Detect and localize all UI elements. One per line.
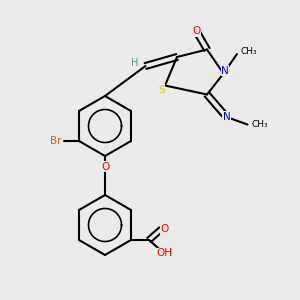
Text: H: H — [131, 58, 139, 68]
Text: OH: OH — [157, 248, 172, 259]
Text: S: S — [158, 85, 165, 95]
Text: Br: Br — [50, 136, 62, 146]
Text: CH₃: CH₃ — [252, 120, 268, 129]
Text: O: O — [160, 224, 169, 235]
Text: O: O — [192, 26, 201, 37]
Text: N: N — [223, 112, 230, 122]
Text: CH₃: CH₃ — [240, 47, 257, 56]
Text: N: N — [221, 65, 229, 76]
Text: O: O — [101, 161, 109, 172]
